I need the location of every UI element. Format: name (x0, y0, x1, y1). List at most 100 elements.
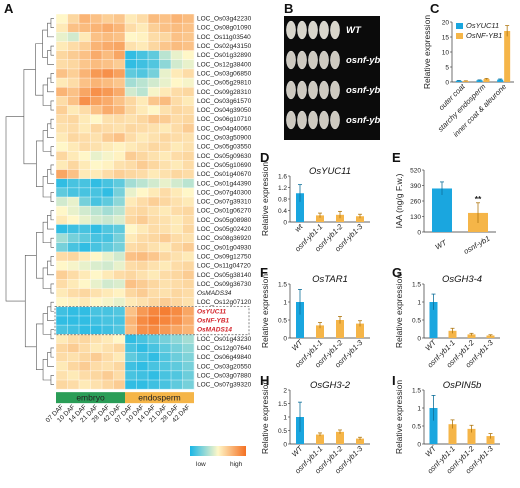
heatmap-cell (90, 315, 103, 326)
heatmap-cell (125, 14, 137, 24)
heatmap-cell (56, 41, 68, 51)
heatmap-cell (171, 361, 183, 372)
heatmap-cell (136, 123, 149, 134)
heatmap-cell (159, 352, 172, 362)
gene-label: LOC_Os06g49840 (197, 354, 252, 361)
gene-label: OsMADS14 (197, 327, 232, 334)
heatmap-cell (136, 251, 149, 262)
tissue-bar (56, 392, 125, 404)
heatmap-cell (56, 197, 68, 207)
heatmap-cell (102, 370, 114, 381)
y-tick-label: 1.6 (278, 173, 287, 180)
seed-row-label: osnf-yb1-3 (346, 115, 395, 126)
heatmap-cell (56, 352, 68, 362)
heatmap-cell (125, 215, 137, 225)
heatmap-cell (79, 215, 91, 225)
heatmap-cell (159, 169, 172, 179)
heatmap-cell (171, 297, 183, 307)
dendrogram-branch (35, 43, 44, 96)
heatmap-cell (159, 261, 172, 271)
heatmap-cell (67, 87, 80, 97)
seed-grain (286, 80, 296, 100)
heatmap-cell (79, 142, 91, 152)
heatmap-cell (67, 23, 80, 33)
heatmap-cell (79, 352, 91, 362)
panel-label-h: H (260, 373, 269, 388)
heatmap-cell (182, 87, 195, 97)
heatmap-cell (182, 105, 195, 115)
bar (429, 408, 438, 444)
gene-label: LOC_Os03g50900 (197, 135, 252, 142)
heatmap-cell (148, 50, 160, 60)
heatmap-cell (90, 370, 103, 381)
dendrogram-branch (50, 329, 54, 340)
heatmap-cell (159, 242, 172, 253)
gene-label: LOC_Os12g07120 (197, 299, 252, 306)
heatmap-cell (159, 380, 172, 390)
seed-grain (286, 50, 296, 70)
heatmap-cell (102, 325, 114, 335)
seed-grain (319, 50, 329, 70)
heatmap-cell (67, 261, 80, 271)
heatmap-cell (56, 160, 68, 170)
heatmap-cell (102, 59, 114, 70)
heatmap-cell (67, 288, 80, 298)
heatmap-cell (113, 206, 126, 216)
heatmap-cell (102, 306, 114, 317)
heatmap-cell (56, 114, 68, 124)
heatmap-cell (159, 160, 172, 170)
dendrogram-branch (36, 232, 44, 279)
heatmap-cell (125, 352, 137, 362)
y-axis-label: IAA (ng/g F.w.) (394, 173, 404, 228)
heatmap-cell (182, 206, 195, 216)
heatmap-cell (113, 306, 126, 317)
heatmap-cell (148, 68, 160, 79)
heatmap-cell (125, 343, 137, 353)
heatmap-cell (56, 206, 68, 216)
heatmap-cell (125, 306, 137, 317)
y-tick-label: 0.5 (412, 423, 421, 430)
heatmap-cell (113, 169, 126, 179)
heatmap-cell (79, 361, 91, 372)
heatmap-cell (113, 288, 126, 298)
gene-label: LOC_Os07g40300 (197, 189, 252, 196)
heatmap-cell (113, 270, 126, 280)
gene-label: LOC_Os09g36730 (197, 281, 252, 288)
heatmap-cell (113, 50, 126, 60)
heatmap-cell (171, 32, 183, 42)
heatmap-cell (159, 343, 172, 353)
y-tick-label: 0.8 (278, 196, 287, 203)
heatmap-cell (102, 224, 114, 234)
dendrogram-branch (24, 255, 37, 348)
y-tick-label: 0 (417, 441, 421, 448)
heatmap-cell (90, 68, 103, 79)
seed-grain (330, 110, 340, 130)
heatmap-cell (67, 315, 80, 326)
heatmap-cell (90, 224, 103, 234)
heatmap-cell (56, 370, 68, 381)
heatmap-cell (125, 361, 137, 372)
heatmap-cell (171, 123, 183, 134)
heatmap-cell (79, 315, 91, 326)
highlight-box (54, 305, 250, 336)
heatmap-cell (90, 96, 103, 106)
seed-grain (297, 50, 307, 70)
heatmap-cell (67, 151, 80, 161)
heatmap-cell (148, 178, 160, 189)
heatmap-cell (90, 343, 103, 353)
heatmap-cell (67, 132, 80, 143)
heatmap-cell (90, 123, 103, 134)
heatmap-cell (171, 261, 183, 271)
y-tick-label: 1 (283, 299, 287, 306)
heatmap-cell (159, 87, 172, 97)
x-tick-label: WT (290, 443, 306, 459)
gene-label: LOC_Os07g39320 (197, 382, 252, 389)
heatmap-cell (159, 68, 172, 79)
heatmap-cell (182, 251, 195, 262)
dendrogram-branch (50, 347, 54, 358)
heatmap-cell (159, 32, 172, 42)
gene-label: LOC_Os05g29810 (197, 80, 252, 87)
heatmap-cell (125, 114, 137, 124)
panel-label-a: A (4, 1, 14, 16)
